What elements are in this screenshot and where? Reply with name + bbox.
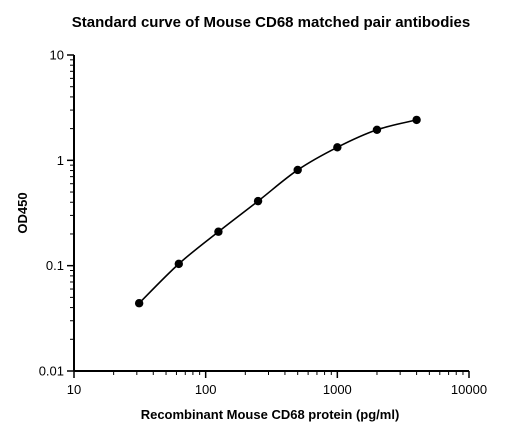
- y-axis-label: OD450: [15, 192, 30, 233]
- axes: [73, 55, 469, 372]
- data-point: [253, 196, 263, 206]
- x-tick-label: 10000: [451, 382, 487, 397]
- y-tick-label: 0.1: [46, 258, 64, 273]
- data-point: [293, 165, 302, 175]
- x-axis-ticks: 10 100 1000 10000: [67, 371, 487, 397]
- y-axis-ticks: 0.01 0.1 1 10: [39, 48, 74, 379]
- y-tick-label: 1: [57, 153, 64, 168]
- x-tick-label: 10: [67, 382, 81, 397]
- y-tick-label: 10: [50, 48, 64, 63]
- x-tick-label: 1000: [323, 382, 352, 397]
- x-tick-label: 100: [195, 382, 217, 397]
- data-point: [372, 125, 382, 134]
- data-point: [214, 227, 223, 236]
- data-point: [412, 115, 421, 125]
- chart-title: Standard curve of Mouse CD68 matched pai…: [72, 14, 470, 31]
- y-tick-label: 0.01: [39, 364, 64, 379]
- data-point: [134, 299, 144, 308]
- data-point: [174, 259, 183, 269]
- data-point: [333, 143, 342, 152]
- data-points: [134, 115, 421, 308]
- x-axis-label: Recombinant Mouse CD68 protein (pg/ml): [141, 407, 400, 422]
- fit-curve: [138, 119, 417, 304]
